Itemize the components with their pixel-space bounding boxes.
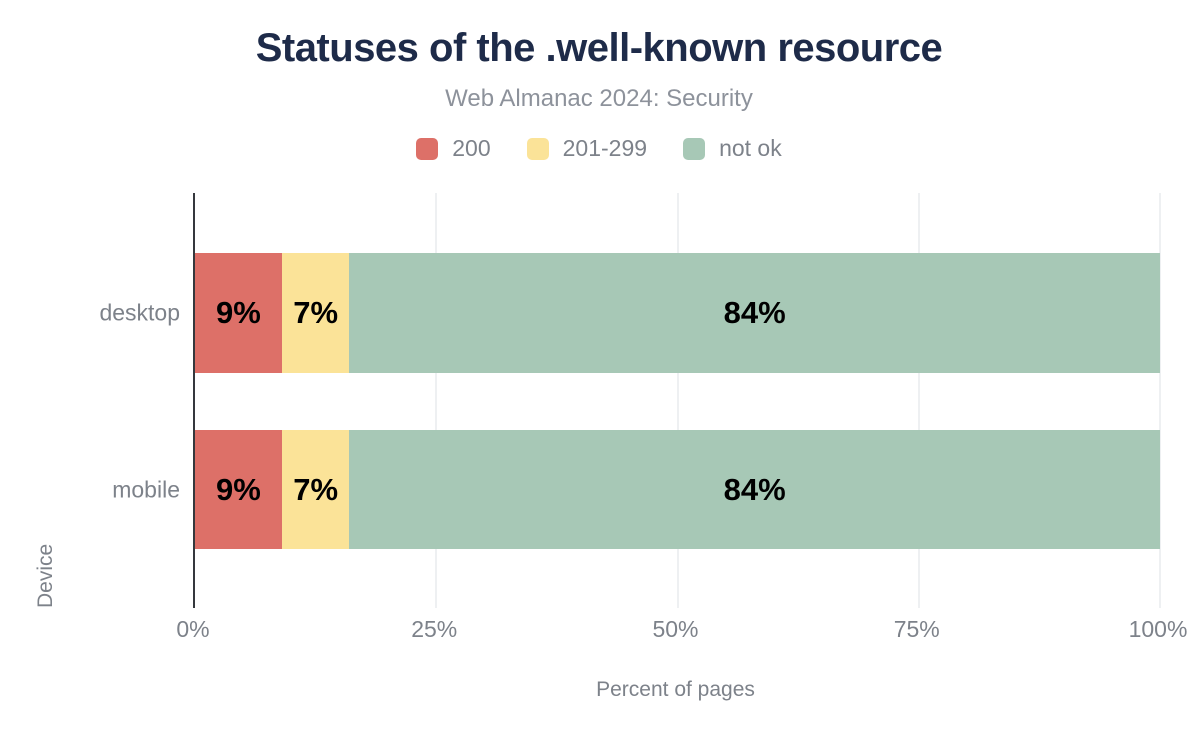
y-axis-category-labels: desktop mobile	[0, 193, 180, 608]
legend-label: 201-299	[562, 135, 648, 161]
bar-segment-201-299: 7%	[281, 430, 350, 549]
plot-area: 9% 7% 84% 9% 7% 84%	[193, 193, 1161, 608]
chart-title: Statuses of the .well-known resource	[255, 26, 943, 70]
bar-value-label: 9%	[216, 471, 261, 507]
bar-value-label: 84%	[723, 471, 786, 507]
bar-segment-201-299: 7%	[281, 253, 350, 373]
legend-item-201-299: 201-299	[526, 135, 648, 162]
gridline	[676, 193, 679, 608]
x-tick-label-100: 100%	[1128, 616, 1188, 642]
x-axis-title: Percent of pages	[596, 678, 755, 701]
legend-label: not ok	[719, 135, 782, 161]
legend-label: 200	[452, 135, 491, 161]
legend-swatch-icon	[683, 137, 706, 160]
gridline	[917, 193, 920, 608]
bar-segment-200: 9%	[195, 430, 282, 549]
chart-subtitle: Web Almanac 2024: Security	[445, 85, 753, 112]
x-tick-label-25: 25%	[411, 616, 458, 642]
x-axis-tick-labels: 0% 25% 50% 75% 100%	[176, 616, 1187, 646]
bar-value-label: 84%	[723, 295, 786, 330]
gridline	[1159, 193, 1161, 608]
x-tick-label-75: 75%	[893, 616, 940, 642]
bar-segment-not-ok: 84%	[349, 253, 1160, 373]
bar-segment-200: 9%	[195, 253, 282, 373]
legend-swatch-icon	[416, 137, 439, 160]
x-tick-label-0: 0%	[176, 616, 210, 642]
legend: 200 201-299 not ok	[0, 135, 1198, 162]
bar-value-label: 7%	[293, 295, 339, 330]
gridline	[435, 193, 438, 608]
bar-row-mobile: 9% 7% 84%	[195, 430, 1160, 549]
bar-segment-not-ok: 84%	[349, 430, 1160, 549]
category-label-desktop: desktop	[99, 299, 180, 326]
bar-value-label: 9%	[216, 295, 261, 330]
x-tick-label-50: 50%	[652, 616, 699, 642]
chart-header: Statuses of the .well-known resource Web…	[0, 0, 1198, 162]
legend-swatch-icon	[526, 137, 549, 160]
legend-item-200: 200	[416, 135, 491, 162]
category-label-mobile: mobile	[112, 476, 180, 502]
bar-row-desktop: 9% 7% 84%	[195, 253, 1160, 373]
legend-item-not-ok: not ok	[683, 135, 782, 162]
bar-value-label: 7%	[293, 471, 339, 507]
